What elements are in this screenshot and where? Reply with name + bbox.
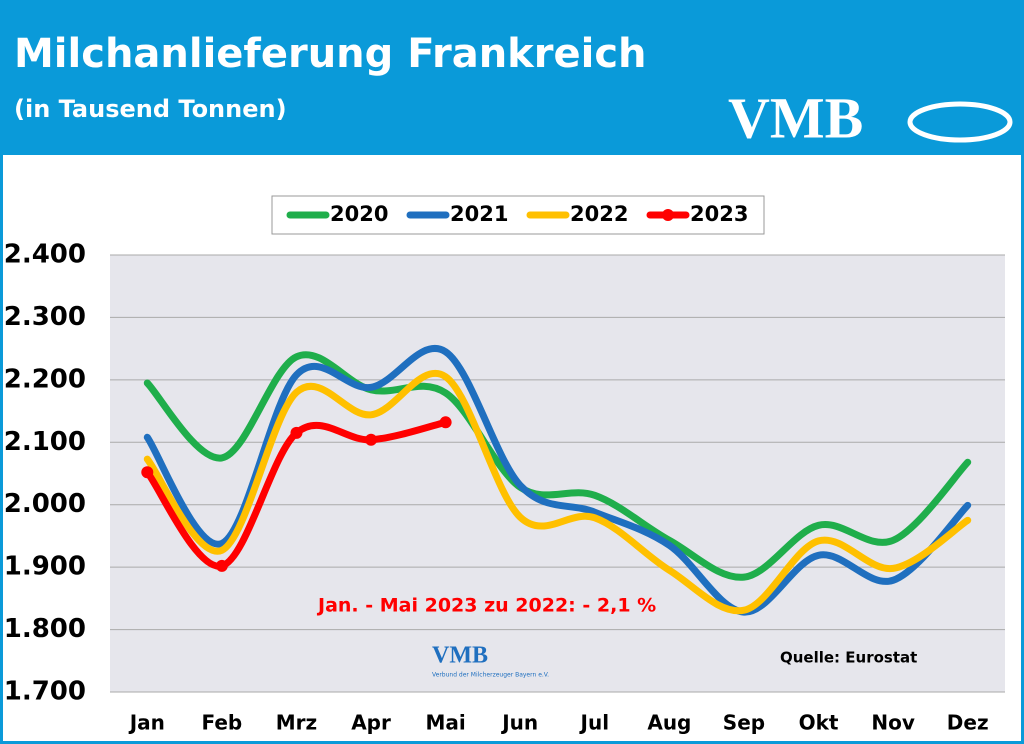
x-tick-label: Nov: [871, 711, 915, 735]
marker: [215, 559, 228, 572]
marker: [365, 433, 378, 446]
legend-label: 2020: [330, 202, 388, 226]
annotation: Jan. - Mai 2023 zu 2022: - 2,1 %: [316, 595, 656, 617]
y-tick-label: 2.000: [4, 489, 86, 519]
y-tick-label: 2.100: [4, 427, 86, 457]
x-tick-label: Jan: [128, 711, 165, 735]
marker: [141, 466, 154, 479]
watermark-text: Verbund der Milcherzeuger Bayern e.V.: [432, 672, 549, 679]
legend-label: 2021: [450, 202, 508, 226]
marker: [439, 416, 452, 429]
logo: VMB: [728, 85, 863, 150]
line: [143, 351, 972, 581]
title: Milchanlieferung Frankreich: [14, 31, 647, 77]
x-tick-label: Jun: [500, 711, 538, 735]
marker: [290, 426, 303, 439]
watermark-logo: VMB: [432, 643, 488, 669]
y-tick-label: 2.400: [4, 240, 86, 270]
x-tick-label: Okt: [799, 711, 839, 735]
y-tick-label: 1.800: [4, 614, 86, 644]
x-tick-label: Feb: [202, 711, 243, 735]
x-tick-label: Aug: [647, 711, 691, 735]
legend-label: 2023: [690, 202, 748, 226]
x-tick-label: Apr: [351, 711, 391, 735]
y-tick-label: 2.300: [4, 302, 86, 332]
y-tick-label: 1.900: [4, 552, 86, 582]
y-tick-label: 1.700: [4, 677, 86, 707]
line: [143, 370, 972, 615]
legend-label: 2022: [570, 202, 628, 226]
x-tick-label: Mrz: [276, 711, 317, 735]
x-tick-label: Jul: [579, 711, 610, 735]
x-tick-label: Sep: [723, 711, 765, 735]
legend-marker: [662, 209, 674, 221]
x-tick-label: Mai: [425, 711, 465, 735]
line: [143, 345, 972, 616]
plot-area: [110, 255, 1005, 692]
x-tick-label: Dez: [947, 711, 989, 735]
y-tick-label: 2.200: [4, 364, 86, 394]
logo-swoosh: [907, 101, 1013, 143]
line: [143, 418, 450, 570]
subtitle: (in Tausend Tonnen): [14, 95, 287, 123]
source: Quelle: Eurostat: [780, 649, 917, 667]
